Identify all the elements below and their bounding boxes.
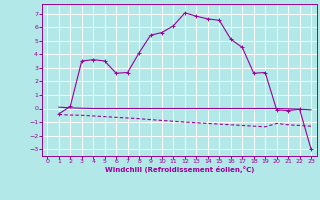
X-axis label: Windchill (Refroidissement éolien,°C): Windchill (Refroidissement éolien,°C) [105,166,254,173]
